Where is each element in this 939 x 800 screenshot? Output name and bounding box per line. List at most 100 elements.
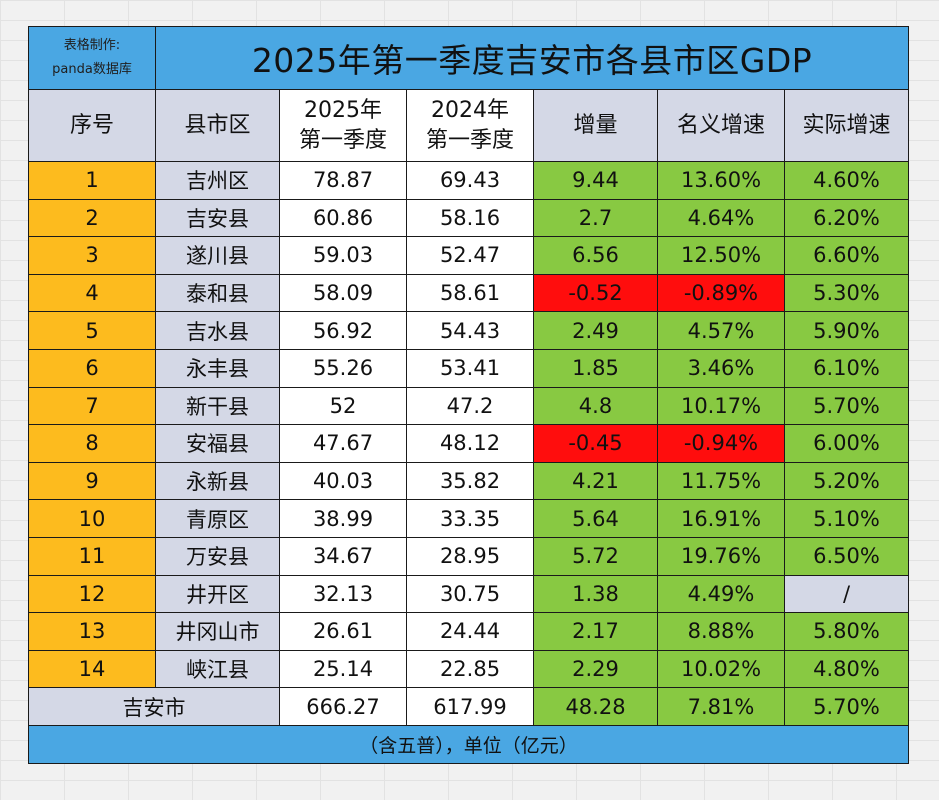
row-index: 8 (28, 424, 156, 463)
header-q2024-quarter: 第一季度 (425, 127, 514, 153)
row-nominal-growth: 4.57% (657, 311, 785, 350)
row-district: 泰和县 (155, 273, 280, 313)
row-index: 12 (28, 574, 156, 614)
row-real-growth: 5.30% (784, 273, 909, 313)
row-q2025: 47.67 (279, 424, 407, 463)
row-real-growth: 5.20% (784, 461, 909, 501)
table-row: 6 永丰县 55.26 53.41 1.85 3.46% 6.10% (28, 348, 909, 388)
header-increase: 增量 (533, 89, 658, 162)
row-nominal-growth: 10.02% (657, 649, 785, 689)
row-increase: 6.56 (533, 236, 658, 275)
row-q2024: 22.85 (406, 649, 534, 689)
row-nominal-growth: 19.76% (657, 536, 785, 576)
credit-line-2: panda数据库 (52, 62, 132, 77)
header-q2025-year: 2025年 (304, 97, 382, 123)
row-q2024: 47.2 (406, 386, 534, 426)
row-real-growth: 6.10% (784, 348, 909, 388)
table-row: 1 吉州区 78.87 69.43 9.44 13.60% 4.60% (28, 161, 909, 200)
row-real-growth: 4.80% (784, 649, 909, 689)
row-district: 井冈山市 (155, 612, 280, 651)
row-district: 遂川县 (155, 236, 280, 275)
row-real-growth: 5.70% (784, 386, 909, 426)
row-q2024: 30.75 (406, 574, 534, 614)
total-nominal-growth: 7.81% (657, 687, 785, 726)
gdp-table: 表格制作: panda数据库 2025年第一季度吉安市各县市区GDP 序号 县市… (28, 26, 909, 764)
row-district: 吉安县 (155, 198, 280, 238)
row-q2024: 28.95 (406, 536, 534, 576)
row-nominal-growth: 3.46% (657, 348, 785, 388)
header-q2025: 2025年 第一季度 (279, 89, 407, 162)
table-row: 8 安福县 47.67 48.12 -0.45 -0.94% 6.00% (28, 424, 909, 463)
row-q2025: 55.26 (279, 348, 407, 388)
row-index: 2 (28, 198, 156, 238)
row-nominal-growth: 8.88% (657, 612, 785, 651)
row-q2025: 58.09 (279, 273, 407, 313)
row-index: 14 (28, 649, 156, 689)
total-increase: 48.28 (533, 687, 658, 726)
row-q2025: 38.99 (279, 499, 407, 538)
header-q2024-year: 2024年 (431, 97, 509, 123)
row-district: 峡江县 (155, 649, 280, 689)
total-label: 吉安市 (28, 687, 280, 726)
table-row: 3 遂川县 59.03 52.47 6.56 12.50% 6.60% (28, 236, 909, 275)
row-index: 13 (28, 612, 156, 651)
table-row: 10 青原区 38.99 33.35 5.64 16.91% 5.10% (28, 499, 909, 538)
row-nominal-growth: 12.50% (657, 236, 785, 275)
row-district: 安福县 (155, 424, 280, 463)
header-q2025-quarter: 第一季度 (298, 127, 387, 153)
header-nominal-growth: 名义增速 (657, 89, 785, 162)
row-q2024: 52.47 (406, 236, 534, 275)
row-nominal-growth: -0.94% (657, 424, 785, 463)
row-nominal-growth: 11.75% (657, 461, 785, 501)
row-index: 1 (28, 161, 156, 200)
row-q2024: 54.43 (406, 311, 534, 350)
table-row: 14 峡江县 25.14 22.85 2.29 10.02% 4.80% (28, 649, 909, 689)
row-q2025: 59.03 (279, 236, 407, 275)
row-real-growth: 4.60% (784, 161, 909, 200)
row-increase: 2.29 (533, 649, 658, 689)
row-increase: 5.64 (533, 499, 658, 538)
row-index: 4 (28, 273, 156, 313)
row-real-growth: 6.00% (784, 424, 909, 463)
row-increase: -0.52 (533, 273, 658, 313)
header-row: 序号 县市区 2025年 第一季度 2024年 第一季度 增量 名义增速 实际增… (28, 89, 909, 162)
row-q2024: 58.61 (406, 273, 534, 313)
row-q2025: 26.61 (279, 612, 407, 651)
header-real-growth: 实际增速 (784, 89, 909, 162)
row-district: 永丰县 (155, 348, 280, 388)
row-increase: 4.21 (533, 461, 658, 501)
row-q2025: 32.13 (279, 574, 407, 614)
row-index: 9 (28, 461, 156, 501)
row-real-growth: / (784, 574, 909, 614)
row-real-growth: 5.10% (784, 499, 909, 538)
row-district: 井开区 (155, 574, 280, 614)
row-index: 11 (28, 536, 156, 576)
row-district: 新干县 (155, 386, 280, 426)
row-nominal-growth: 13.60% (657, 161, 785, 200)
title-row: 表格制作: panda数据库 2025年第一季度吉安市各县市区GDP (28, 26, 909, 90)
row-increase: 2.17 (533, 612, 658, 651)
row-index: 7 (28, 386, 156, 426)
row-increase: 2.49 (533, 311, 658, 350)
row-increase: -0.45 (533, 424, 658, 463)
table-row: 13 井冈山市 26.61 24.44 2.17 8.88% 5.80% (28, 612, 909, 651)
footer-note: （含五普），单位（亿元） (28, 724, 909, 764)
footer-row: （含五普），单位（亿元） (28, 724, 909, 764)
row-district: 万安县 (155, 536, 280, 576)
row-district: 永新县 (155, 461, 280, 501)
table-row: 4 泰和县 58.09 58.61 -0.52 -0.89% 5.30% (28, 273, 909, 313)
row-nominal-growth: 4.64% (657, 198, 785, 238)
credit-cell: 表格制作: panda数据库 (28, 26, 156, 90)
header-q2024: 2024年 第一季度 (406, 89, 534, 162)
row-index: 5 (28, 311, 156, 350)
row-increase: 5.72 (533, 536, 658, 576)
row-q2024: 48.12 (406, 424, 534, 463)
row-q2024: 69.43 (406, 161, 534, 200)
row-district: 青原区 (155, 499, 280, 538)
table-row: 11 万安县 34.67 28.95 5.72 19.76% 6.50% (28, 536, 909, 576)
row-index: 3 (28, 236, 156, 275)
row-q2025: 34.67 (279, 536, 407, 576)
row-nominal-growth: -0.89% (657, 273, 785, 313)
row-q2025: 60.86 (279, 198, 407, 238)
header-district: 县市区 (155, 89, 280, 162)
